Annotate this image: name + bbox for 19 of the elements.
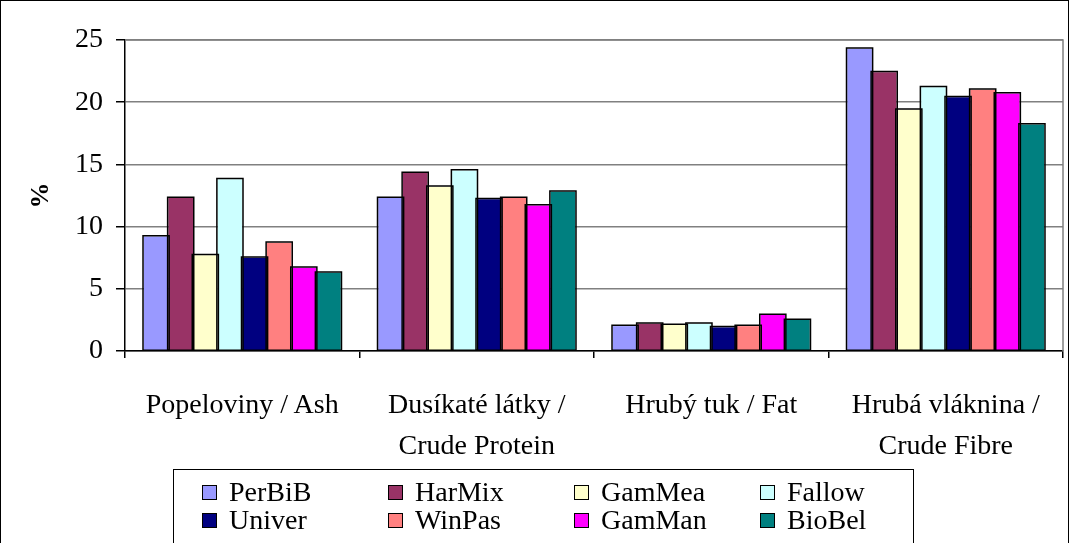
legend-label: WinPas (415, 504, 501, 535)
y-tick-label: 15 (75, 146, 103, 178)
y-tick-label: 25 (75, 22, 103, 54)
y-tick-label: 0 (89, 333, 103, 365)
y-tick-label: 10 (75, 208, 103, 240)
y-axis-title: % (25, 182, 55, 209)
legend-label: HarMix (415, 476, 504, 507)
legend-label: GamMan (601, 504, 707, 535)
x-tick-label: Hrubý tuk / Fat (625, 387, 798, 419)
legend-label: BioBel (787, 504, 867, 535)
y-tick-label: 5 (89, 271, 103, 303)
legend-label: PerBiB (229, 476, 312, 507)
legend-label: GamMea (601, 476, 706, 507)
y-tick-label: 20 (75, 84, 103, 116)
legend-label: Univer (229, 504, 307, 535)
x-tick-label: Popeloviny / Ash (145, 387, 339, 419)
x-tick-label: Dusíkaté látky / Crude Protein (388, 387, 566, 460)
x-tick-label: Hrubá vláknina / Crude Fibre (851, 387, 1041, 460)
legend-label: Fallow (787, 476, 865, 507)
